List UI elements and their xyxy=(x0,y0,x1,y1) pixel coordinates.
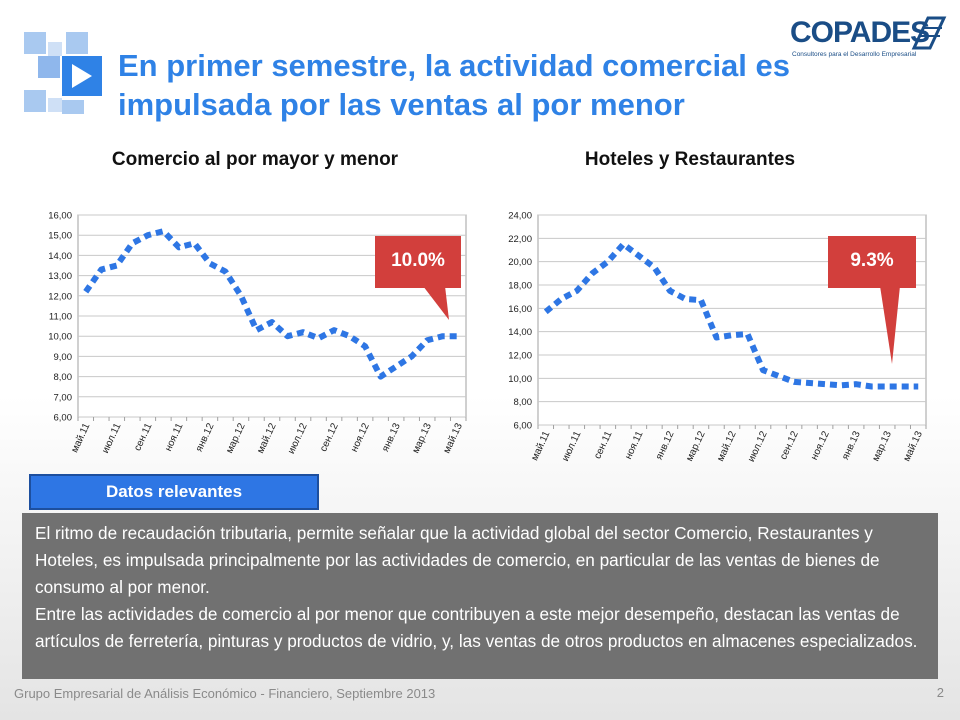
x-tick-label: ноя.12 xyxy=(809,429,832,462)
y-tick-label: 22,00 xyxy=(508,234,532,245)
y-tick-label: 8,00 xyxy=(54,372,73,383)
y-tick-label: 9,00 xyxy=(54,352,73,363)
y-tick-label: 14,00 xyxy=(48,251,72,262)
brand-mark-icon xyxy=(911,16,947,50)
y-tick-label: 7,00 xyxy=(54,392,73,403)
decorative-squares-logo xyxy=(24,32,102,114)
y-tick-label: 14,00 xyxy=(508,327,532,338)
x-tick-label: янв.12 xyxy=(654,429,677,461)
brand-tagline: Consultores para el Desarrollo Empresari… xyxy=(792,51,917,58)
x-tick-label: янв.13 xyxy=(380,421,403,453)
callout-comercio xyxy=(375,236,461,320)
y-tick-label: 20,00 xyxy=(508,257,532,268)
description-paragraph-1: El ritmo de recaudación tributaria, perm… xyxy=(35,523,880,597)
x-tick-label: ноя.11 xyxy=(623,429,646,461)
chart-title-hoteles: Hoteles y Restaurantes xyxy=(584,149,796,170)
x-tick-label: мар.12 xyxy=(224,421,248,455)
y-tick-label: 18,00 xyxy=(508,281,532,292)
x-tick-label: янв.13 xyxy=(840,429,863,461)
callout-hoteles-label: 9.3% xyxy=(850,250,894,271)
x-tick-label: мар.13 xyxy=(870,429,894,463)
y-tick-label: 11,00 xyxy=(49,312,72,323)
y-tick-label: 12,00 xyxy=(508,351,532,362)
x-tick-label: июл.11 xyxy=(100,421,124,455)
x-tick-label: мар.12 xyxy=(684,429,708,463)
x-tick-label: мар.13 xyxy=(410,421,434,455)
page-number: 2 xyxy=(936,685,944,700)
y-tick-label: 8,00 xyxy=(514,397,533,408)
y-tick-label: 15,00 xyxy=(48,231,72,242)
y-tick-label: 16,00 xyxy=(508,304,532,315)
x-tick-label: июл.12 xyxy=(286,421,310,456)
datos-relevantes-label: Datos relevantes xyxy=(29,474,319,510)
x-tick-label: май.11 xyxy=(69,421,92,454)
y-tick-label: 6,00 xyxy=(54,413,73,424)
x-tick-label: сен.12 xyxy=(778,429,801,461)
page-title: En primer semestre, la actividad comerci… xyxy=(118,48,791,122)
x-tick-label: май.11 xyxy=(529,429,552,462)
x-tick-label: май.13 xyxy=(901,429,925,463)
y-tick-label: 6,00 xyxy=(514,421,533,432)
x-tick-label: янв.12 xyxy=(194,421,217,453)
x-tick-label: сен.11 xyxy=(132,421,155,453)
y-tick-label: 10,00 xyxy=(508,374,532,385)
y-tick-label: 24,00 xyxy=(508,211,532,222)
x-tick-label: ноя.12 xyxy=(349,421,372,454)
y-tick-label: 13,00 xyxy=(48,271,72,282)
x-tick-label: май.12 xyxy=(715,429,739,463)
callout-hoteles xyxy=(828,236,916,364)
callout-comercio-label: 10.0% xyxy=(391,250,445,271)
x-tick-label: ноя.11 xyxy=(163,421,186,453)
description-paragraph-2: Entre las actividades de comercio al por… xyxy=(35,604,918,651)
footer-text: Grupo Empresarial de Análisis Económico … xyxy=(14,686,436,701)
x-tick-label: сен.12 xyxy=(318,421,341,453)
x-tick-label: май.13 xyxy=(441,421,465,455)
y-tick-label: 16,00 xyxy=(48,211,72,222)
description-box: El ritmo de recaudación tributaria, perm… xyxy=(22,513,938,679)
brand-name: COPADES xyxy=(790,16,930,49)
x-tick-label: май.12 xyxy=(255,421,279,455)
x-tick-label: сен.11 xyxy=(592,429,615,461)
x-tick-label: июл.11 xyxy=(560,429,584,463)
brand-logo: COPADES Consultores para el Desarrollo E… xyxy=(790,14,950,66)
y-tick-label: 10,00 xyxy=(48,332,72,343)
y-tick-label: 12,00 xyxy=(48,291,72,302)
chart-title-comercio: Comercio al por mayor y menor xyxy=(111,149,399,170)
chart-comercio: 6,00 7,00 8,00 9,00 10,00 11,00 12,00 13,00 14,0… xyxy=(48,211,467,456)
x-tick-label: июл.12 xyxy=(746,429,770,464)
